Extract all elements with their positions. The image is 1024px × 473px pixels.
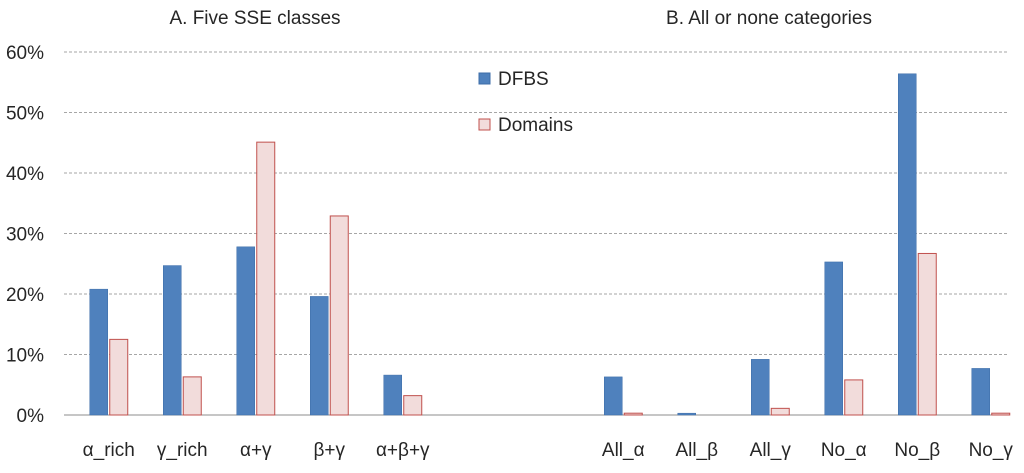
bar-dfbs: [383, 374, 402, 416]
bar-dfbs: [677, 412, 696, 416]
y-axis-tick-labels: 0% 10% 20% 30% 40% 50% 60%: [6, 43, 44, 427]
y-tick-label: 10%: [6, 346, 44, 367]
x-axis-tick-labels: α_rich γ_rich α+γ β+γ α+β+γ All_α All_β All_γ No…: [83, 440, 1014, 461]
panel-titles: A. Five SSE classes B. All or none categ…: [169, 8, 872, 29]
x-tick-label: All_γ: [750, 440, 792, 461]
legend-swatch-dfbs: [478, 72, 491, 85]
x-tick-label: All_α: [602, 440, 645, 461]
bar-dfbs: [236, 246, 255, 416]
y-tick-label: 50%: [6, 104, 44, 125]
bar-domains: [256, 141, 276, 416]
legend: DFBS Domains: [478, 69, 573, 136]
bar-domains: [109, 338, 129, 416]
x-tick-label: All_β: [675, 440, 718, 461]
legend-swatch-domains: [478, 118, 491, 131]
bar-domains: [917, 252, 937, 416]
bar-domains: [329, 215, 349, 416]
bar-dfbs: [89, 288, 108, 416]
x-tick-label: α+β+γ: [376, 440, 430, 461]
bars: [89, 73, 1011, 416]
y-tick-label: 40%: [6, 164, 44, 185]
x-tick-label: α+γ: [240, 440, 272, 461]
bar-domains: [623, 412, 643, 416]
panel-title-b: B. All or none categories: [666, 8, 872, 29]
legend-label-dfbs: DFBS: [498, 69, 549, 90]
x-tick-label: β+γ: [313, 440, 345, 461]
x-tick-label: No_α: [821, 440, 867, 461]
x-tick-label: No_β: [894, 440, 940, 461]
bar-dfbs: [751, 359, 770, 416]
x-tick-label: No_γ: [969, 440, 1014, 461]
y-tick-label: 0%: [17, 406, 45, 427]
x-tick-label: γ_rich: [157, 440, 208, 461]
y-tick-label: 60%: [6, 43, 44, 64]
bar-domains: [182, 376, 202, 416]
bar-dfbs: [824, 261, 843, 416]
bar-domains: [403, 395, 423, 416]
legend-label-domains: Domains: [498, 115, 573, 136]
bar-dfbs: [163, 265, 182, 416]
bar-dfbs: [971, 368, 990, 416]
bar-domains: [991, 412, 1011, 416]
bar-dfbs: [898, 73, 917, 416]
panel-title-a: A. Five SSE classes: [169, 8, 340, 29]
bar-dfbs: [604, 376, 623, 416]
gridlines: [64, 51, 1008, 416]
bar-dfbs: [310, 296, 329, 416]
y-tick-label: 30%: [6, 225, 44, 246]
bar-domains: [770, 407, 790, 416]
y-tick-label: 20%: [6, 285, 44, 306]
bar-domains: [844, 379, 864, 416]
x-tick-label: α_rich: [83, 440, 135, 461]
